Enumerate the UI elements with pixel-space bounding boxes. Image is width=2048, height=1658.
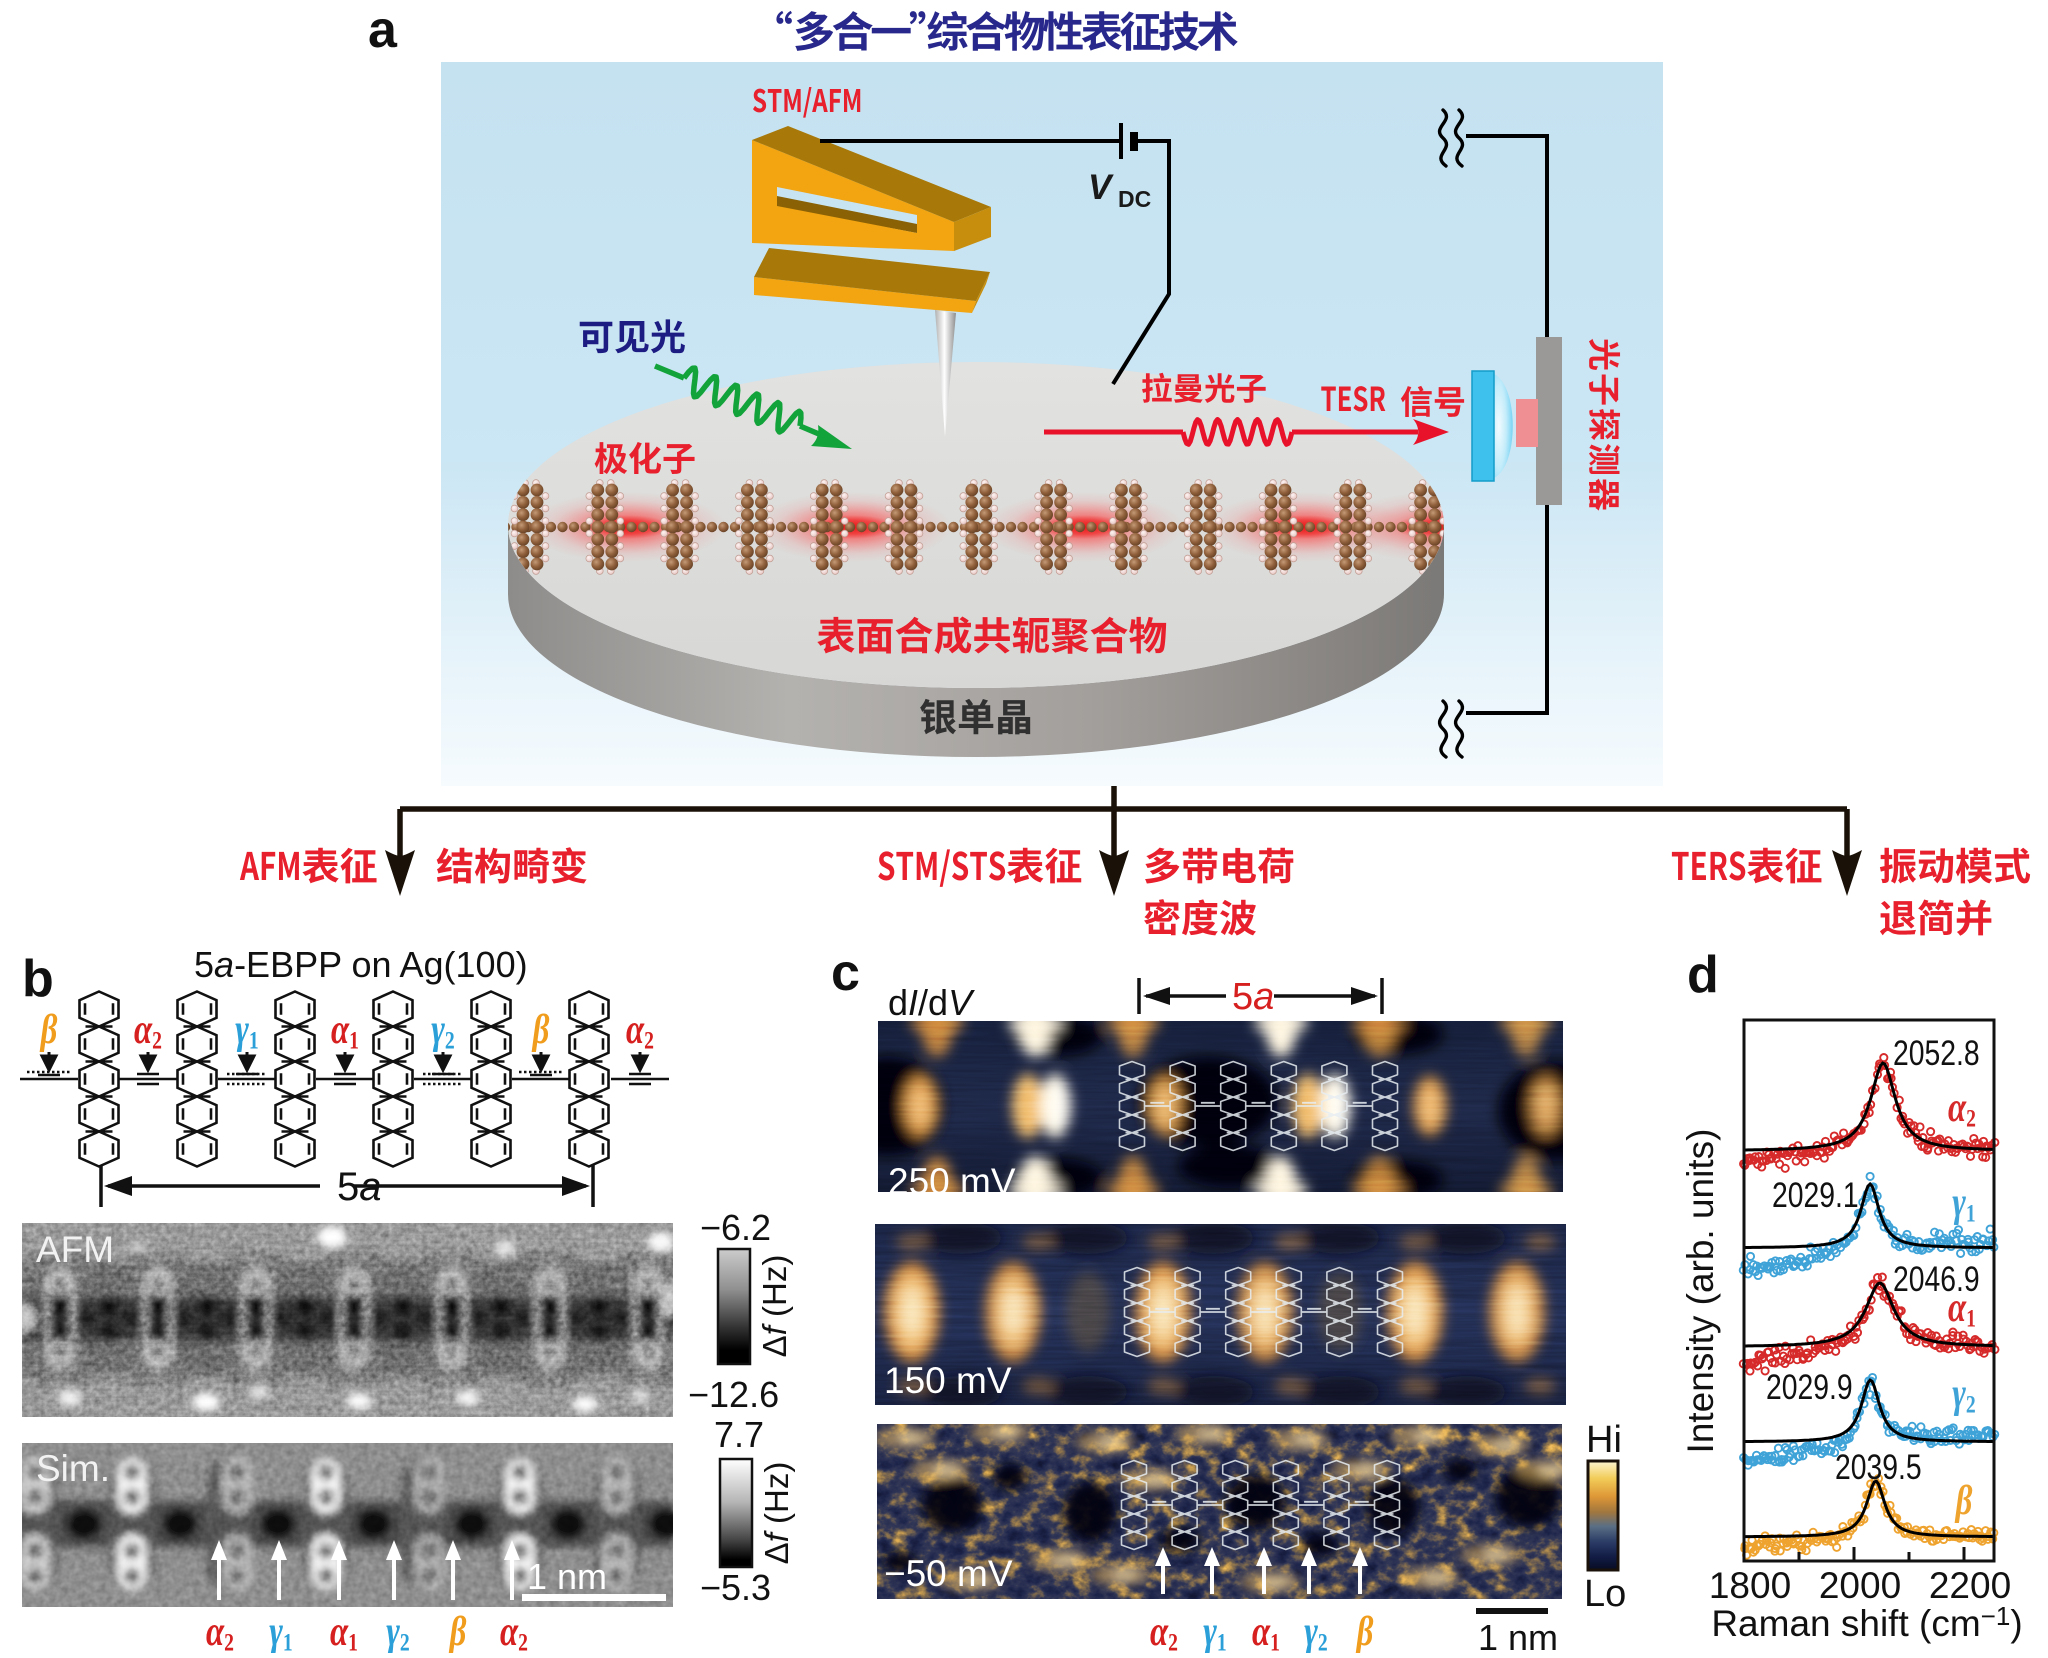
svg-text:Raman shift (cm−1): Raman shift (cm−1)	[1711, 1601, 2022, 1644]
svg-text:250 mV: 250 mV	[888, 1161, 1016, 1202]
svg-text:2029.9: 2029.9	[1766, 1367, 1853, 1407]
svg-text:α1: α1	[1252, 1608, 1280, 1653]
svg-text:b: b	[22, 950, 54, 1008]
svg-text:dI/dV: dI/dV	[888, 982, 975, 1023]
svg-text:α2: α2	[206, 1608, 234, 1653]
svg-text:AFM: AFM	[36, 1229, 114, 1270]
svg-text:Lo: Lo	[1584, 1573, 1626, 1615]
svg-text:1 nm: 1 nm	[527, 1556, 607, 1597]
svg-text:2200: 2200	[1929, 1565, 2011, 1606]
svg-text:c: c	[831, 944, 860, 1002]
svg-text:7.7: 7.7	[714, 1414, 764, 1455]
svg-text:Intensity (arb. units): Intensity (arb. units)	[1680, 1129, 1721, 1454]
svg-text:5a: 5a	[337, 1165, 382, 1209]
svg-text:2039.5: 2039.5	[1835, 1447, 1922, 1487]
svg-text:−5.3: −5.3	[700, 1567, 771, 1608]
svg-text:β: β	[448, 1608, 467, 1653]
svg-text:Hi: Hi	[1586, 1419, 1622, 1461]
svg-text:−6.2: −6.2	[700, 1207, 771, 1248]
svg-text:Δf (Hz): Δf (Hz)	[756, 1255, 793, 1358]
svg-text:2046.9: 2046.9	[1893, 1259, 1980, 1299]
svg-text:5a: 5a	[1232, 976, 1274, 1018]
svg-text:150 mV: 150 mV	[884, 1360, 1012, 1401]
svg-text:β: β	[1355, 1608, 1374, 1653]
svg-text:d: d	[1687, 946, 1719, 1004]
svg-text:α2: α2	[500, 1608, 528, 1653]
svg-text:β: β	[531, 1006, 550, 1053]
svg-text:a: a	[368, 1, 398, 59]
svg-text:2052.8: 2052.8	[1893, 1033, 1980, 1073]
svg-text:−12.6: −12.6	[688, 1374, 779, 1415]
svg-text:−50 mV: −50 mV	[884, 1553, 1013, 1594]
svg-text:2029.1: 2029.1	[1772, 1175, 1859, 1215]
svg-text:2000: 2000	[1819, 1565, 1901, 1606]
svg-text:1800: 1800	[1709, 1565, 1791, 1606]
svg-text:β: β	[39, 1006, 58, 1053]
svg-text:Δf (Hz): Δf (Hz)	[758, 1462, 795, 1565]
svg-text:DC: DC	[1118, 186, 1151, 212]
svg-text:Sim.: Sim.	[36, 1448, 110, 1489]
svg-text:V: V	[1088, 168, 1114, 207]
svg-text:β: β	[1954, 1477, 1973, 1524]
svg-text:1 nm: 1 nm	[1478, 1617, 1558, 1653]
svg-text:5a-EBPP on Ag(100): 5a-EBPP on Ag(100)	[194, 944, 528, 985]
